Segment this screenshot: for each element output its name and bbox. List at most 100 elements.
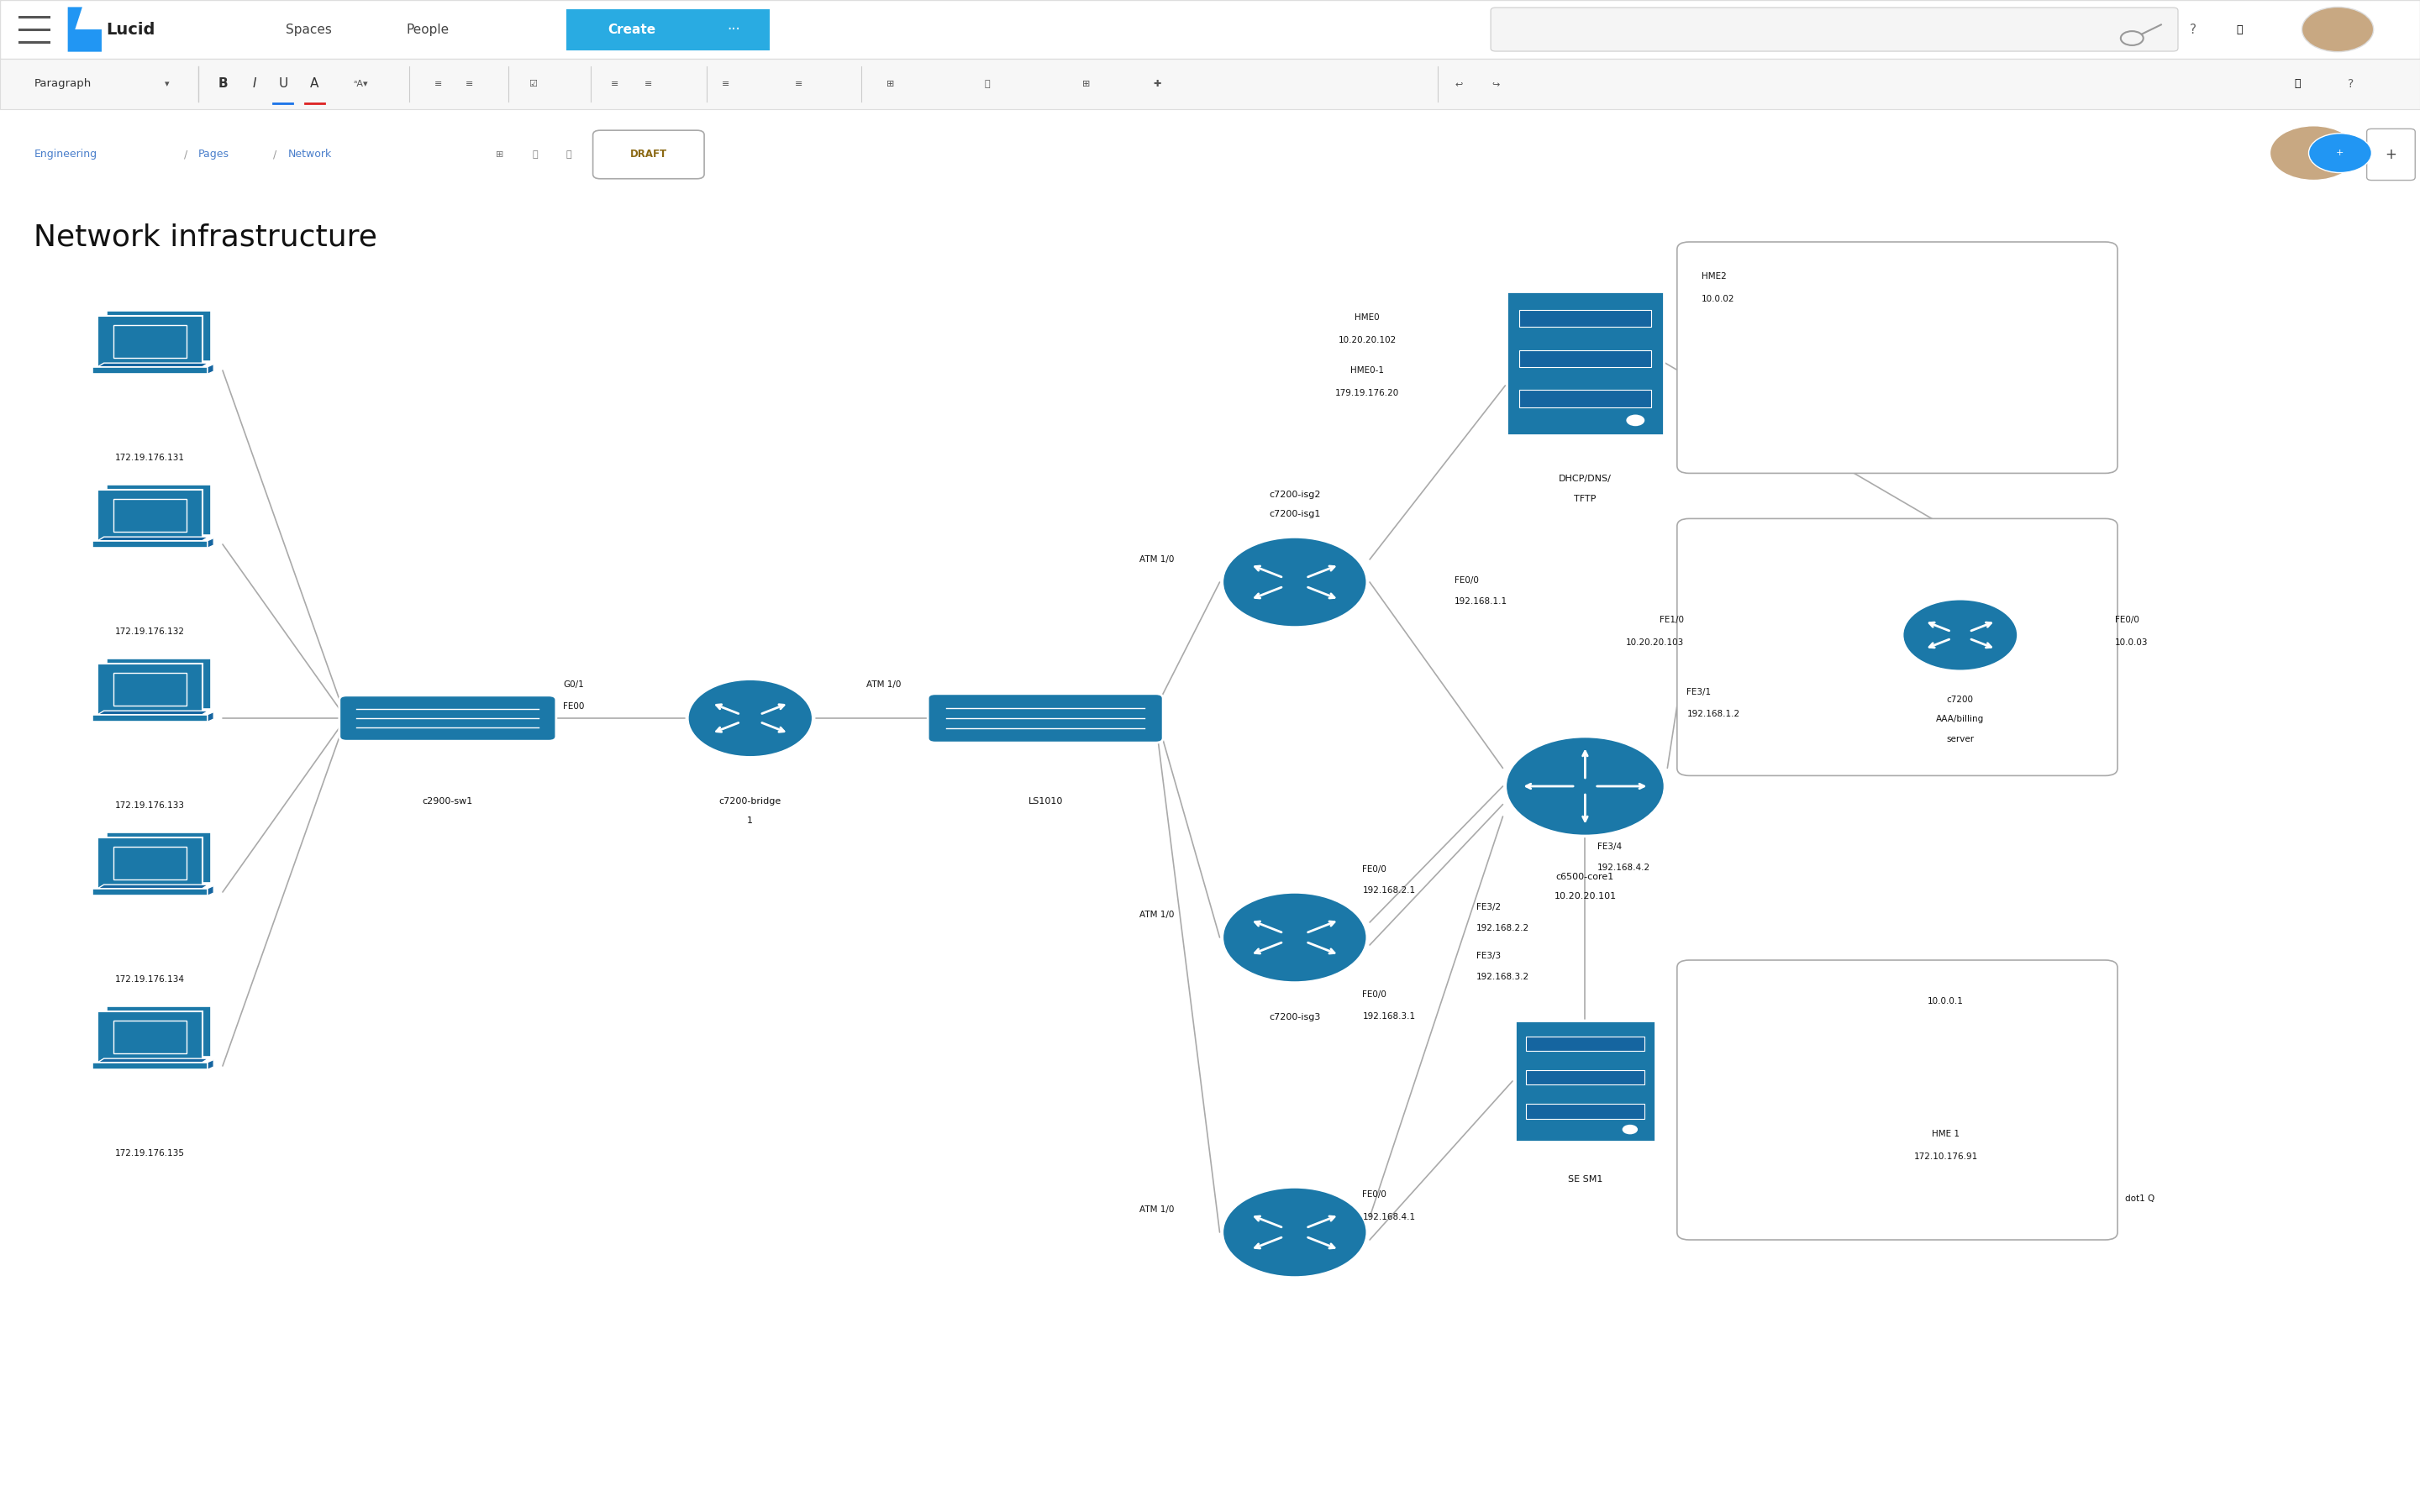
Text: 10.20.20.102: 10.20.20.102 [1338, 336, 1396, 345]
Bar [114, 673, 186, 706]
Text: 10.0.03: 10.0.03 [2115, 638, 2149, 647]
FancyBboxPatch shape [106, 484, 211, 535]
Bar [114, 325, 186, 358]
Text: Paragraph: Paragraph [34, 79, 92, 89]
Text: 🔓: 🔓 [566, 150, 571, 159]
Circle shape [2270, 125, 2357, 180]
Text: Pages: Pages [198, 150, 230, 160]
FancyBboxPatch shape [106, 658, 211, 709]
Text: 192.168.3.2: 192.168.3.2 [1476, 972, 1529, 981]
Text: ⛓: ⛓ [985, 80, 990, 88]
Text: ?: ? [2190, 23, 2197, 36]
Polygon shape [92, 715, 208, 721]
Text: 10.20.20.103: 10.20.20.103 [1626, 638, 1684, 647]
Text: 192.168.2.1: 192.168.2.1 [1362, 886, 1416, 895]
Text: ⊞: ⊞ [886, 80, 895, 88]
Polygon shape [97, 537, 208, 541]
Circle shape [1621, 1125, 1638, 1134]
Text: FE3/3: FE3/3 [1476, 951, 1500, 960]
Text: ATM 1/0: ATM 1/0 [866, 680, 900, 689]
Text: 172.19.176.133: 172.19.176.133 [116, 801, 184, 810]
Text: dot1 Q: dot1 Q [2125, 1194, 2154, 1204]
Text: ···: ··· [726, 21, 741, 36]
Text: FE3/4: FE3/4 [1597, 842, 1621, 851]
Polygon shape [97, 363, 208, 367]
FancyBboxPatch shape [97, 838, 203, 889]
Text: 179.19.176.20: 179.19.176.20 [1336, 389, 1399, 398]
Text: /: / [184, 150, 186, 160]
Bar [114, 499, 186, 532]
Text: 🔔: 🔔 [2236, 24, 2243, 35]
Text: SE SM1: SE SM1 [1568, 1175, 1602, 1184]
Text: ⊞: ⊞ [1082, 80, 1091, 88]
Circle shape [1222, 537, 1367, 627]
Text: FE0/0: FE0/0 [1362, 1190, 1387, 1199]
Text: c7200-isg1: c7200-isg1 [1268, 510, 1321, 519]
Text: Engineering: Engineering [34, 150, 97, 160]
Text: ≡: ≡ [794, 80, 803, 88]
FancyBboxPatch shape [339, 696, 557, 741]
Text: 🏷: 🏷 [532, 150, 537, 159]
Polygon shape [208, 712, 213, 721]
Text: ≡: ≡ [721, 80, 731, 88]
Text: 192.168.1.1: 192.168.1.1 [1454, 597, 1508, 606]
Text: 172.19.176.132: 172.19.176.132 [116, 627, 184, 637]
Text: FE00: FE00 [564, 702, 583, 711]
Bar [114, 847, 186, 880]
Text: 172.19.176.134: 172.19.176.134 [116, 975, 184, 984]
Text: ≡: ≡ [610, 80, 620, 88]
Text: ⊞: ⊞ [496, 150, 503, 159]
FancyBboxPatch shape [97, 490, 203, 541]
Circle shape [1222, 1187, 1367, 1278]
FancyBboxPatch shape [2367, 129, 2415, 180]
Bar [1527, 1104, 1643, 1119]
Polygon shape [208, 364, 213, 373]
Text: ▾: ▾ [165, 80, 169, 88]
Text: c7200: c7200 [1946, 696, 1975, 705]
Text: Create: Create [607, 23, 656, 36]
FancyBboxPatch shape [1491, 8, 2178, 51]
Text: 10.0.02: 10.0.02 [1701, 295, 1735, 304]
Text: c6500-core1: c6500-core1 [1556, 872, 1614, 881]
Polygon shape [208, 886, 213, 895]
Text: 192.168.4.2: 192.168.4.2 [1597, 863, 1650, 872]
Text: HME0: HME0 [1355, 313, 1379, 322]
Text: +: + [2386, 147, 2396, 162]
Text: I: I [252, 77, 257, 91]
Bar [566, 9, 697, 50]
Text: U: U [278, 77, 288, 91]
Text: c7200-isg3: c7200-isg3 [1268, 1013, 1321, 1022]
Bar [1527, 1036, 1643, 1051]
Polygon shape [92, 367, 208, 373]
Text: ≡: ≡ [465, 80, 474, 88]
Text: ?: ? [2347, 79, 2355, 89]
Text: 192.168.2.2: 192.168.2.2 [1476, 924, 1529, 933]
Text: A: A [310, 77, 319, 91]
Text: ≡: ≡ [644, 80, 653, 88]
Text: 172.19.176.131: 172.19.176.131 [116, 454, 184, 463]
Text: /: / [273, 150, 276, 160]
FancyBboxPatch shape [1505, 290, 1665, 435]
Polygon shape [208, 538, 213, 547]
Circle shape [2309, 133, 2372, 172]
Polygon shape [68, 8, 102, 51]
FancyBboxPatch shape [1677, 519, 2118, 776]
FancyBboxPatch shape [106, 1005, 211, 1057]
Text: FE0/0: FE0/0 [1362, 990, 1387, 999]
Text: 🔍: 🔍 [2294, 79, 2301, 89]
Polygon shape [97, 1058, 208, 1063]
Text: c2900-sw1: c2900-sw1 [423, 797, 472, 806]
Polygon shape [92, 541, 208, 547]
Text: HME2: HME2 [1701, 272, 1725, 281]
Polygon shape [92, 889, 208, 895]
Text: ↩: ↩ [1454, 80, 1464, 88]
Bar [0, 0, 2420, 59]
Bar [1527, 1070, 1643, 1084]
Bar [1520, 390, 1650, 407]
Text: 192.168.4.1: 192.168.4.1 [1362, 1213, 1416, 1222]
Text: 10.0.0.1: 10.0.0.1 [1929, 996, 1963, 1005]
Bar [114, 1021, 186, 1054]
Circle shape [687, 679, 813, 758]
Text: FE0/0: FE0/0 [1362, 865, 1387, 874]
Circle shape [1902, 599, 2018, 671]
